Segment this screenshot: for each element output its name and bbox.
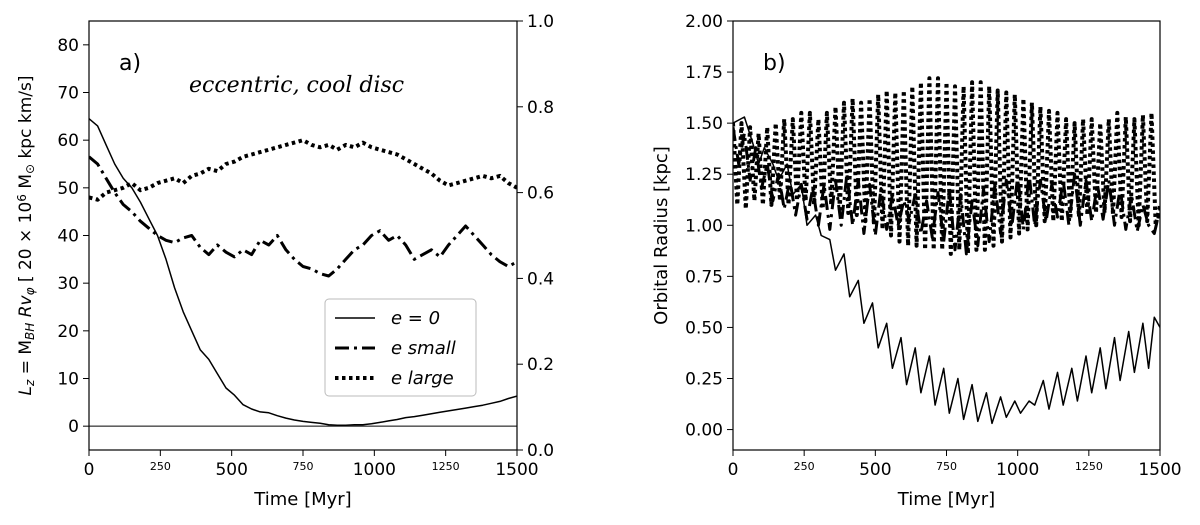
panel-a: 0 250 500 750 1000 1250 1500 0 10 20 30 40 50 60 70 80 0… [15,12,554,510]
y2-tick-label: 0.8 [527,98,554,118]
legend-entry: e = 0 [391,308,440,329]
panel-label: a) [119,51,141,76]
y-axis-label-part: kpc km/s] [16,76,36,164]
y-tick-label: 60 [57,131,79,151]
y-axis-label-part: φ [23,287,37,295]
y-axis-label-part: 6 [15,194,29,202]
x-tick-label: 1500 [495,460,538,480]
y2-tick-label: 0.0 [527,441,554,461]
y-axis-label-part: Rv [16,294,36,322]
y2-tick-label: 1.0 [527,12,554,32]
y-tick-label: 1.00 [685,216,723,236]
y-axis-label-part: L [16,386,36,395]
panel-label: b) [763,51,786,76]
series-group [89,118,517,426]
y-axis-label-part: [ 20 × 10 [16,202,36,288]
x-tick-label: 1250 [432,460,460,473]
y2-tick-label: 0.4 [527,269,554,289]
series-dotted-line [89,138,517,202]
x-tick-label: 250 [794,460,815,473]
legend-entry: e large [391,368,454,389]
x-tick-label: 250 [150,460,171,473]
y-tick-label: 0.50 [685,318,723,338]
y2-tick-label: 0.2 [527,355,554,375]
y-axis-label-part: M [16,174,36,194]
series-dashdot-line [89,155,517,278]
legend-box [324,298,477,397]
y-axis-label: Orbital Radius [kpc] [651,146,672,325]
y-axis-label-part: BH [23,323,37,340]
x-tick-label: 750 [293,460,314,473]
y-tick-label: 10 [57,370,79,390]
y-tick-label: 0 [68,417,79,437]
y-tick-label: 1.25 [685,165,723,185]
y-tick-label: 50 [57,179,79,199]
y-tick-label: 30 [57,274,79,294]
series-dotted-line [733,76,1160,256]
y-tick-label: 2.00 [685,12,723,32]
y-axis-label-part: z [23,379,37,387]
x-tick-label: 500 [859,460,891,480]
x-tick-label: 500 [215,460,247,480]
y-tick-label: 40 [57,227,79,247]
x-tick-label: 1250 [1075,460,1103,473]
x-axis-label: Time [Myr] [897,489,995,510]
series-solid-line [89,118,517,426]
x-tick-label: 1500 [1138,460,1181,480]
x-tick-label: 750 [936,460,957,473]
y-tick-label: 70 [57,84,79,104]
x-tick-label: 1000 [996,460,1039,480]
y-tick-label: 1.50 [685,114,723,134]
y2-tick-label: 0.6 [527,184,554,204]
y-axis-label-part: = M [16,340,36,380]
legend-entry: e small [391,338,456,359]
y-tick-label: 0.25 [685,370,723,390]
series-group [733,76,1160,425]
x-tick-label: 0 [84,460,95,480]
legend: e = 0 e small e large [324,298,477,397]
annotation-text: eccentric, cool disc [189,73,404,98]
y-axis-label-part: ⊙ [23,164,37,174]
y-tick-label: 20 [57,322,79,342]
y-tick-label: 0.75 [685,267,723,287]
x-axis-label: Time [Myr] [253,489,351,510]
series-solid-line [733,116,1160,425]
y-tick-label: 0.00 [685,421,723,441]
y-tick-label: 1.75 [685,63,723,83]
y-axis-label: Lz = MBH Rvφ [ 20 × 106 M⊙ kpc km/s] [15,76,37,396]
x-tick-label: 0 [728,460,739,480]
y-tick-label: 80 [57,36,79,56]
panel-b: 0 250 500 750 1000 1250 1500 0.00 0.25 0.50 0.75 1.… [651,12,1182,510]
x-tick-label: 1000 [353,460,396,480]
series-dashdot-line [733,126,1160,256]
